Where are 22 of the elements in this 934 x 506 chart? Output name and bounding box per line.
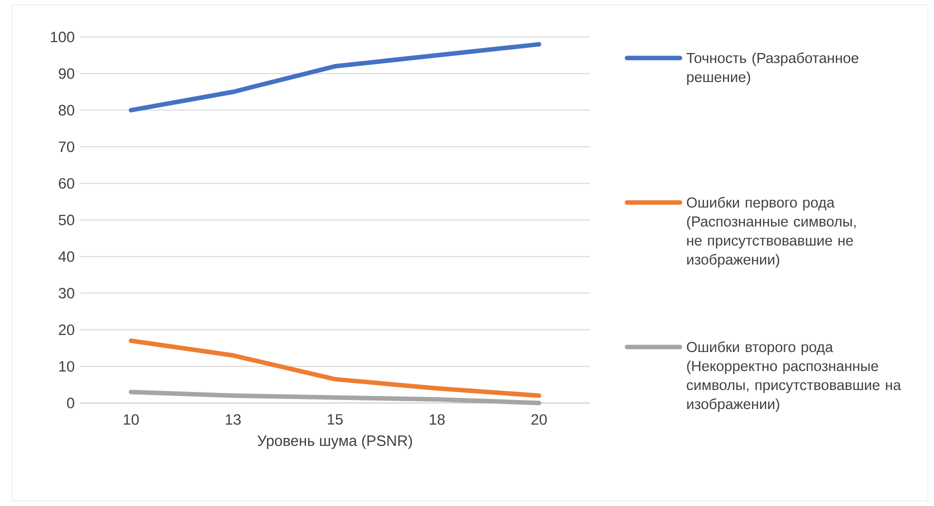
legend-label: Точность (Разработанное решение) [686, 52, 858, 86]
legend-label: Ошибки первого рода (Распознанные символы, не присутствовавшие не изображении) [686, 196, 856, 268]
y-tick-label: 60 [58, 178, 74, 189]
y-tick-label: 90 [58, 68, 74, 79]
x-axis-title: Уровень шума (PSNR) [258, 434, 412, 449]
y-tick-label: 70 [58, 141, 74, 152]
y-tick-label: 40 [58, 251, 74, 262]
line-series [128, 390, 542, 406]
y-tick-label: 0 [67, 398, 74, 408]
x-tick-label: 13 [226, 414, 241, 425]
y-tick-label: 50 [58, 214, 74, 226]
y-tick-label: 80 [58, 104, 74, 116]
x-tick-label: 15 [328, 414, 343, 425]
y-tick-label: 10 [59, 361, 74, 372]
legend-label: Ошибки второго рода (Некорректно распознанные символы, присутствовавшие на изображении) [686, 341, 902, 412]
line-series [128, 338, 542, 398]
y-tick-label: 30 [58, 288, 74, 298]
y-tick-label: 20 [58, 324, 74, 336]
x-tick-label: 18 [430, 414, 445, 425]
x-tick-label: 20 [531, 414, 547, 425]
x-tick-label: 10 [124, 414, 139, 425]
y-tick-label: 100 [50, 32, 74, 42]
